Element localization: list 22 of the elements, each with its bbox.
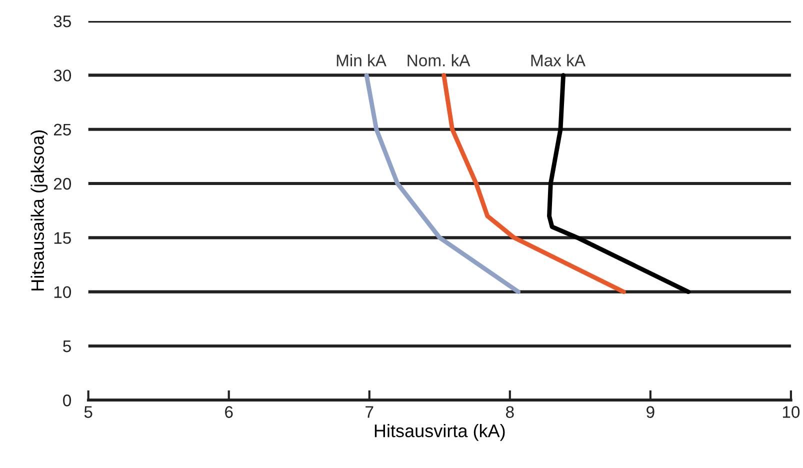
y-tick-label: 20 [54,178,72,190]
y-axis-title: Hitsausaika (jaksoa) [30,130,48,290]
x-tick-label: 9 [646,406,654,418]
line-series [547,72,691,294]
y-tick-label: 25 [54,124,71,136]
x-tick-label: 5 [84,406,92,418]
x-tick-label: 7 [366,406,374,418]
y-tick-label: 35 [54,15,71,28]
y-tick-label: 10 [54,286,72,298]
x-tick-label: 8 [506,406,514,418]
x-tick-label: 6 [225,406,233,418]
line-series [364,72,521,294]
x-axis-title: Hitsausvirta (kA) [374,424,505,441]
line-series [442,72,626,294]
y-tick-label: 30 [54,70,72,82]
series-label: Min kA [336,54,386,66]
series-label: Max kA [531,54,586,66]
y-tick-label: 0 [63,394,72,406]
series-label: Nom. kA [408,54,470,66]
y-tick-label: 5 [63,340,71,352]
x-tick-label: 10 [782,406,800,418]
y-tick-label: 15 [54,232,71,244]
